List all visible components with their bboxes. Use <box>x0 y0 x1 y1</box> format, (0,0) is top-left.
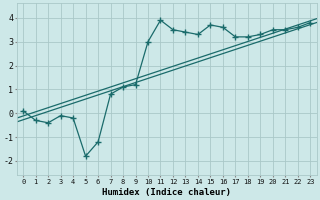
X-axis label: Humidex (Indice chaleur): Humidex (Indice chaleur) <box>102 188 231 197</box>
